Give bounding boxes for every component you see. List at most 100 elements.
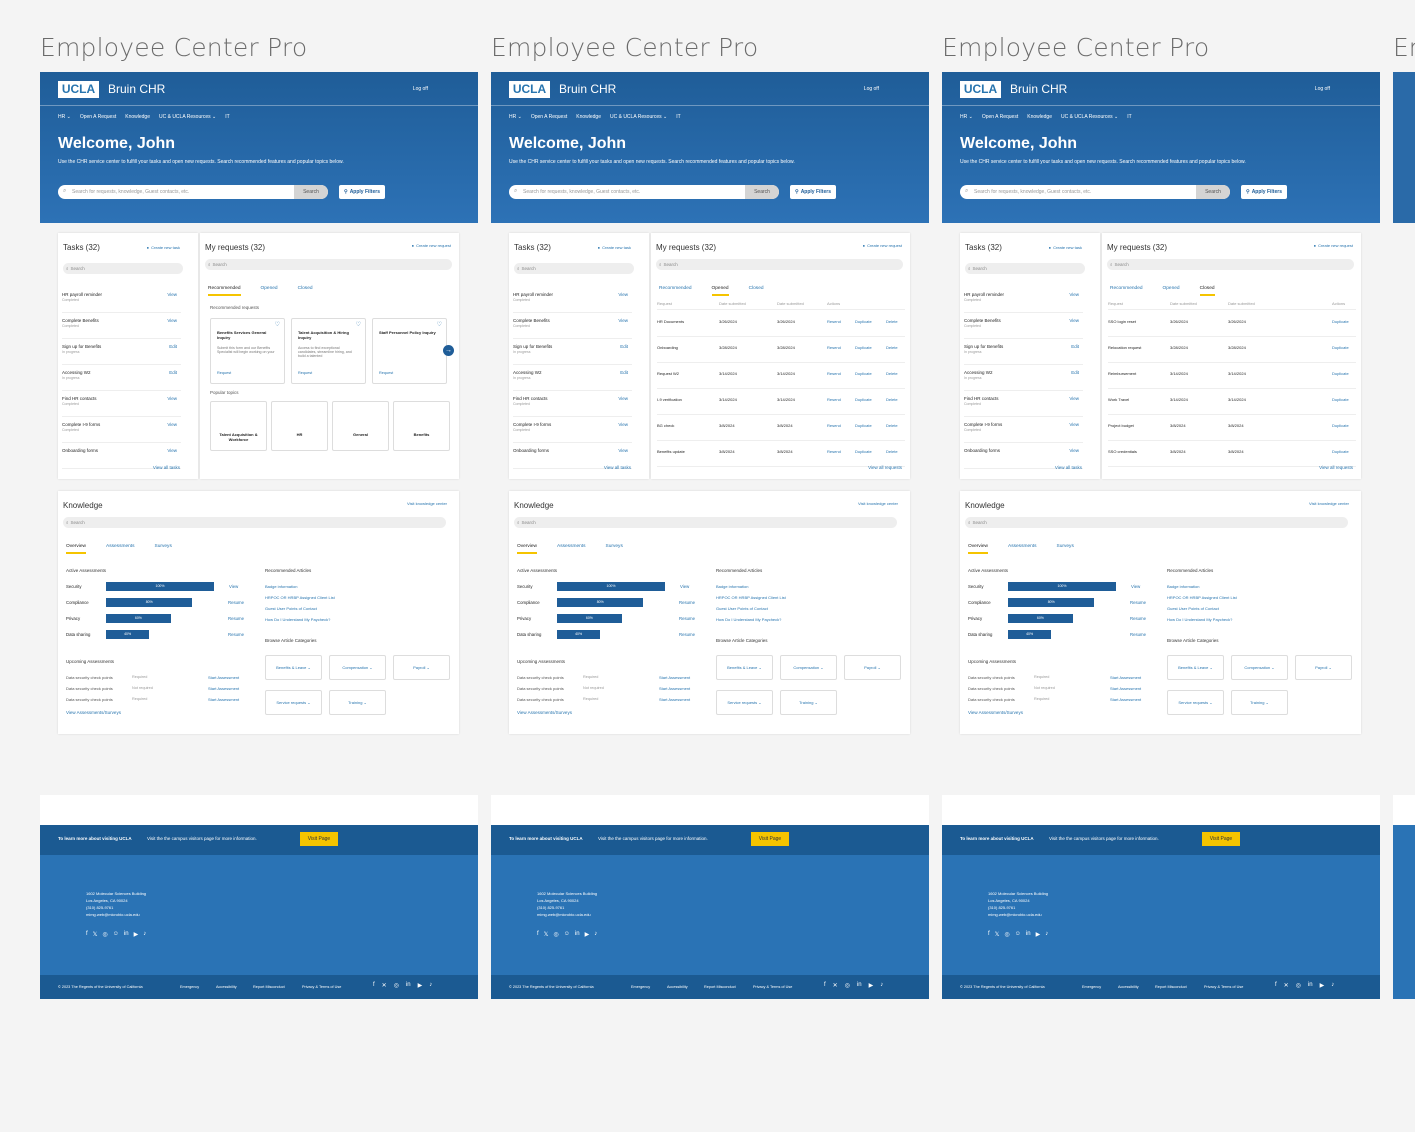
- tab-assessments[interactable]: Assessments: [557, 544, 586, 549]
- footer-legal-link[interactable]: Privacy & Terms of Use: [753, 985, 793, 989]
- linkedin-icon[interactable]: in: [405, 982, 411, 988]
- task-item[interactable]: Accessing W2 In progress Edit: [62, 366, 181, 391]
- task-action-link[interactable]: Edit: [620, 370, 628, 375]
- assessment-action-link[interactable]: Resume: [679, 632, 696, 637]
- tiktok-icon[interactable]: ♪: [1045, 931, 1049, 937]
- footer-legal-link[interactable]: Accessibility: [216, 985, 237, 989]
- logoff-link[interactable]: Log off: [1314, 86, 1330, 92]
- tiktok-icon[interactable]: ♪: [1331, 982, 1335, 988]
- assessment-action-link[interactable]: Resume: [679, 600, 696, 605]
- article-link[interactable]: Badge information: [265, 584, 298, 589]
- task-item[interactable]: Onboarding forms View: [964, 444, 1083, 469]
- delete-link[interactable]: Delete: [886, 423, 898, 428]
- nav-item[interactable]: UC & UCLA Resources ⌄: [158, 114, 217, 120]
- heart-icon[interactable]: ♡: [436, 322, 442, 328]
- task-item[interactable]: HR payroll reminder Completed View: [62, 288, 181, 313]
- start-assessment-link[interactable]: Start Assessment: [659, 697, 691, 702]
- create-request-link[interactable]: ● Create new request: [1314, 243, 1353, 248]
- assessment-action-link[interactable]: Resume: [679, 616, 696, 621]
- nav-item[interactable]: UC & UCLA Resources ⌄: [609, 114, 668, 120]
- task-item[interactable]: Find HR contacts Completed View: [62, 392, 181, 417]
- create-request-link[interactable]: ● Create new request: [412, 243, 451, 248]
- assessment-action-link[interactable]: View: [680, 584, 690, 589]
- footer-legal-link[interactable]: Accessibility: [667, 985, 688, 989]
- start-assessment-link[interactable]: Start Assessment: [1110, 697, 1142, 702]
- tab-assessments[interactable]: Assessments: [1008, 544, 1037, 549]
- tab-surveys[interactable]: Surveys: [1056, 544, 1074, 549]
- tiktok-icon[interactable]: ♪: [143, 931, 147, 937]
- start-assessment-link[interactable]: Start Assessment: [659, 686, 691, 691]
- tab-closed[interactable]: Closed: [1199, 286, 1215, 296]
- tasks-search-input[interactable]: ⌕ Search: [514, 263, 634, 274]
- tab-recommended[interactable]: Recommended: [1110, 286, 1143, 291]
- youtube-icon[interactable]: ▶: [868, 983, 874, 989]
- assessment-action-link[interactable]: Resume: [1130, 632, 1147, 637]
- footer-legal-link[interactable]: Privacy & Terms of Use: [302, 985, 342, 989]
- recommended-request-card[interactable]: Staff Personnel Policy Inquiry Request ♡: [372, 318, 447, 384]
- delete-link[interactable]: Delete: [886, 345, 898, 350]
- instagram-icon[interactable]: ◎: [553, 932, 559, 938]
- start-assessment-link[interactable]: Start Assessment: [208, 697, 240, 702]
- youtube-icon[interactable]: ▶: [1319, 983, 1325, 989]
- facebook-icon[interactable]: f: [824, 982, 826, 988]
- task-action-link[interactable]: View: [167, 318, 177, 323]
- task-action-link[interactable]: View: [618, 422, 628, 427]
- category-button[interactable]: Training ⌄: [1231, 690, 1288, 715]
- start-assessment-link[interactable]: Start Assessment: [1110, 686, 1142, 691]
- assessment-action-link[interactable]: Resume: [1130, 616, 1147, 621]
- x-icon[interactable]: ✕: [381, 983, 387, 989]
- article-link[interactable]: HRPOC OR HRBP Assigned Client List: [1167, 595, 1237, 600]
- footer-legal-link[interactable]: Report Misconduct: [1155, 985, 1187, 989]
- start-assessment-link[interactable]: Start Assessment: [208, 675, 240, 680]
- footer-legal-link[interactable]: Privacy & Terms of Use: [1204, 985, 1244, 989]
- nav-item[interactable]: Open A Request: [79, 114, 117, 120]
- popular-topic-tile[interactable]: HR: [271, 401, 328, 451]
- duplicate-link[interactable]: Duplicate: [855, 371, 872, 376]
- snapchat-icon[interactable]: ☺: [563, 931, 570, 937]
- snapchat-icon[interactable]: ☺: [112, 931, 119, 937]
- tiktok-icon[interactable]: ♪: [429, 982, 433, 988]
- resend-link[interactable]: Resend: [827, 423, 841, 428]
- task-action-link[interactable]: View: [167, 396, 177, 401]
- article-link[interactable]: How Do I Understand My Paycheck?: [716, 617, 782, 622]
- resend-link[interactable]: Resend: [827, 345, 841, 350]
- requests-search-input[interactable]: ⌕ Search: [1107, 259, 1354, 270]
- nav-item[interactable]: IT: [676, 114, 681, 120]
- visit-knowledge-link[interactable]: Visit knowledge center: [858, 501, 898, 506]
- category-button[interactable]: Compensation ⌄: [1231, 655, 1288, 680]
- tab-recommended[interactable]: Recommended: [659, 286, 692, 291]
- search-button[interactable]: Search: [294, 185, 328, 199]
- tab-recommended[interactable]: Recommended: [208, 286, 241, 296]
- nav-item[interactable]: Knowledge: [125, 114, 150, 120]
- duplicate-link[interactable]: Duplicate: [1332, 371, 1349, 376]
- request-card-link[interactable]: Request: [379, 371, 394, 375]
- duplicate-link[interactable]: Duplicate: [1332, 319, 1349, 324]
- task-action-link[interactable]: View: [1069, 422, 1079, 427]
- tab-opened[interactable]: Opened: [1162, 286, 1180, 291]
- task-item[interactable]: Complete Benefits Completed View: [964, 314, 1083, 339]
- task-action-link[interactable]: View: [1069, 396, 1079, 401]
- assessment-action-link[interactable]: Resume: [228, 632, 245, 637]
- ucla-logo[interactable]: UCLA: [960, 81, 1001, 98]
- task-action-link[interactable]: View: [167, 422, 177, 427]
- facebook-icon[interactable]: f: [988, 931, 990, 937]
- task-item[interactable]: Accessing W2 In progress Edit: [964, 366, 1083, 391]
- task-item[interactable]: Onboarding forms View: [62, 444, 181, 469]
- popular-topic-tile[interactable]: General: [332, 401, 389, 451]
- youtube-icon[interactable]: ▶: [584, 932, 590, 938]
- ucla-logo[interactable]: UCLA: [58, 81, 99, 98]
- delete-link[interactable]: Delete: [886, 319, 898, 324]
- tab-overview[interactable]: Overview: [66, 544, 86, 554]
- duplicate-link[interactable]: Duplicate: [855, 449, 872, 454]
- nav-item[interactable]: HR ⌄: [509, 114, 522, 120]
- assessment-action-link[interactable]: Resume: [228, 600, 245, 605]
- view-all-requests-link[interactable]: View all requests: [1319, 465, 1353, 470]
- create-task-link[interactable]: ● Create new task: [598, 245, 631, 250]
- logoff-link[interactable]: Log off: [863, 86, 879, 92]
- task-action-link[interactable]: View: [618, 396, 628, 401]
- visit-page-button[interactable]: Visit Page: [1202, 832, 1240, 846]
- article-link[interactable]: Badge information: [1167, 584, 1200, 589]
- search-button[interactable]: Search: [1196, 185, 1230, 199]
- apply-filters-button[interactable]: ⚲ Apply Filters: [1241, 185, 1287, 199]
- category-button[interactable]: Service requests ⌄: [716, 690, 773, 715]
